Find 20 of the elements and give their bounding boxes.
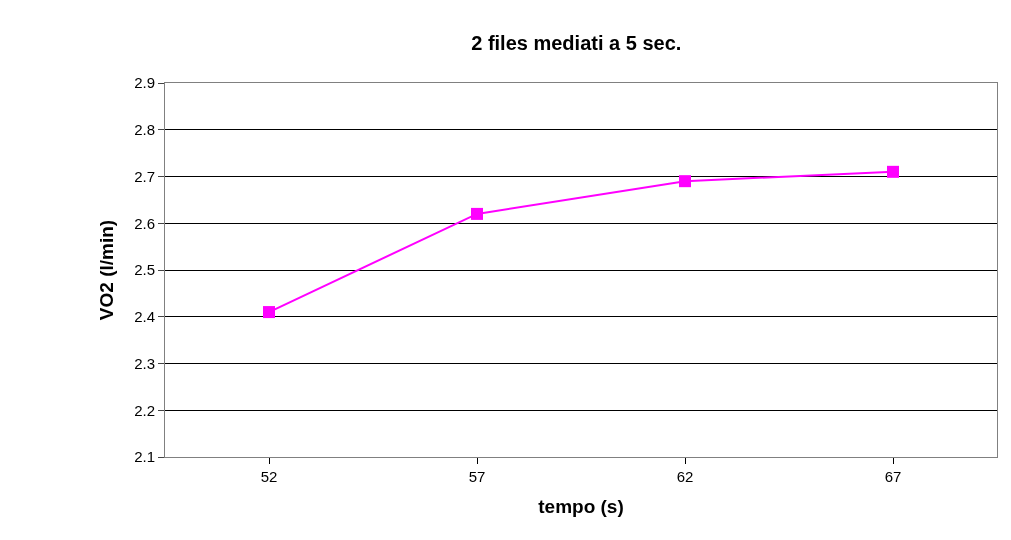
- y-tick-label: 2.7: [134, 167, 155, 185]
- y-tick-label: 2.1: [134, 448, 155, 466]
- x-tick-label: 62: [676, 468, 694, 485]
- y-tick-label: 2.8: [134, 121, 155, 138]
- point: [263, 306, 275, 319]
- y-tick-label: 2.6: [134, 214, 155, 232]
- y-tick-label: 2.5: [134, 261, 155, 279]
- point: [471, 207, 483, 220]
- y-tick-label: 2.3: [134, 354, 155, 372]
- y-tick-label: 2.2: [134, 401, 155, 419]
- y-axis-title: VO2 (l/min): [95, 219, 117, 321]
- point: [887, 165, 899, 178]
- x-tick-label: 67: [884, 468, 902, 485]
- point: [679, 175, 691, 188]
- x-tick-label: 52: [260, 468, 278, 485]
- x-axis-title: tempo (s): [538, 495, 624, 517]
- chart-title: 2 files mediati a 5 sec.: [471, 32, 682, 55]
- y-tick-label: 2.4: [134, 308, 155, 325]
- x-tick-label: 57: [468, 468, 486, 485]
- y-tick-label: 2.9: [134, 74, 155, 92]
